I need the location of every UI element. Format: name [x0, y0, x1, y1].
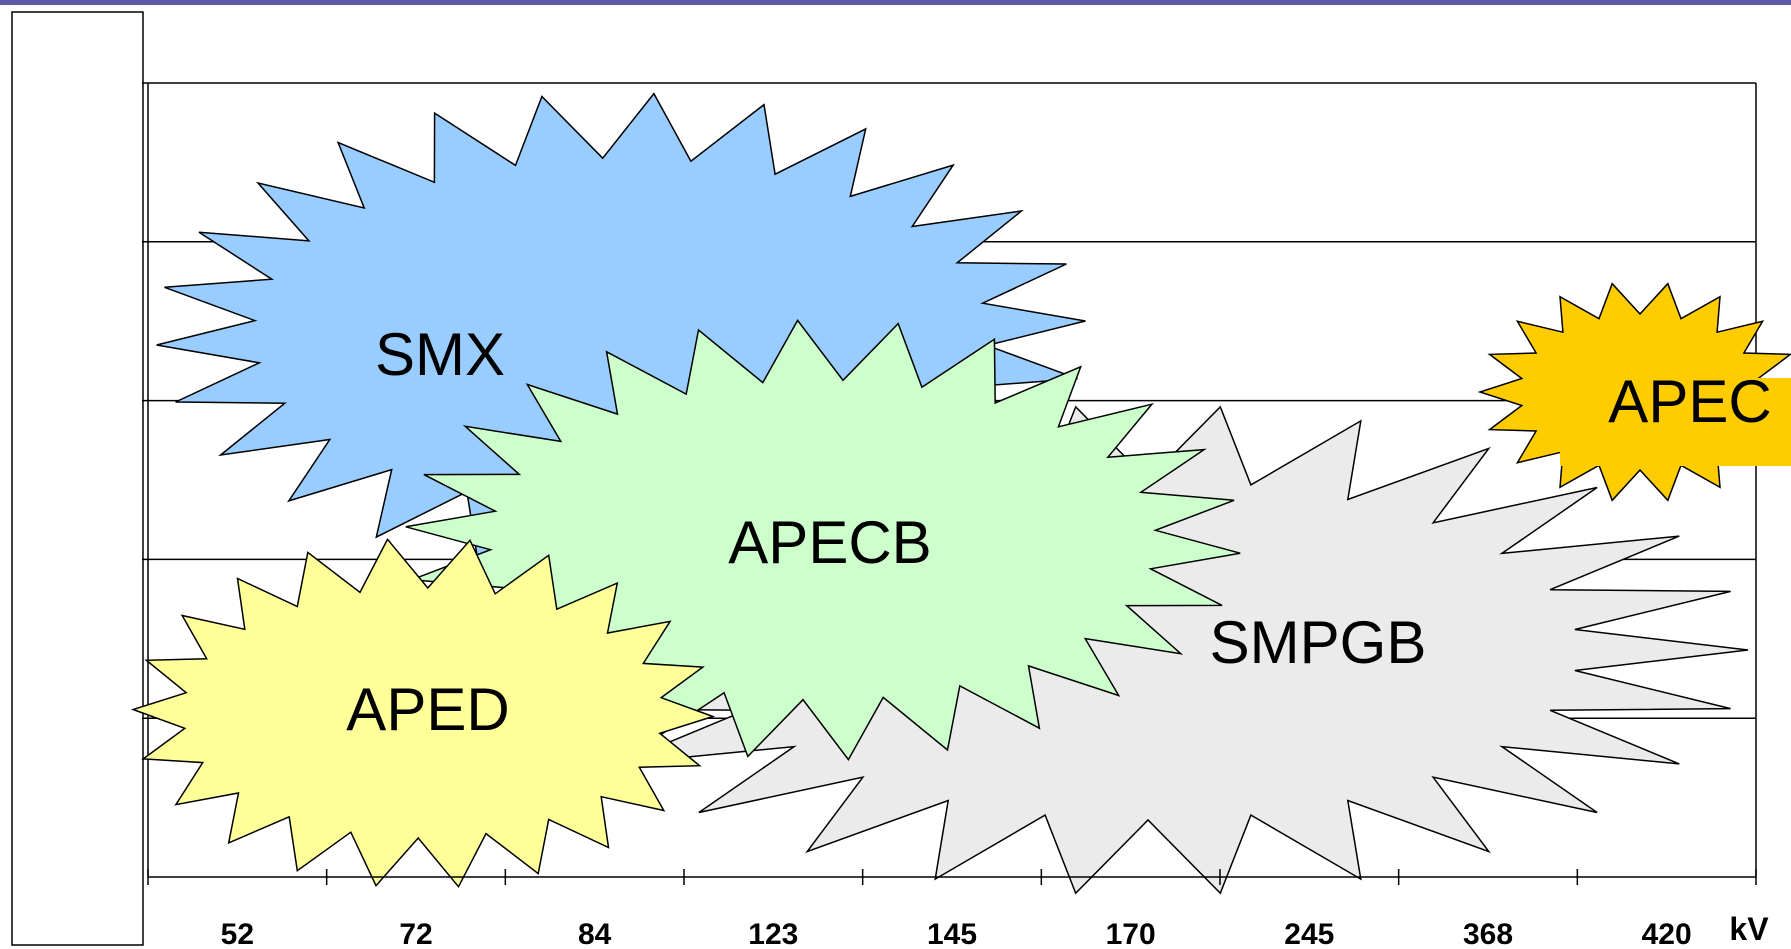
x-tick-label: 123 — [748, 918, 798, 949]
x-tick-label: 420 — [1642, 918, 1692, 949]
label-apecb: APECB — [728, 509, 931, 576]
burst-aped — [130, 537, 716, 889]
label-aped: APED — [346, 676, 509, 743]
x-tick-label: 72 — [399, 918, 432, 949]
x-tick-label: 145 — [927, 918, 977, 949]
x-tick-label: 84 — [578, 918, 612, 949]
label-apec: APEC — [1608, 368, 1771, 435]
burst-labels: SMX SMPGB APECB APED APEC — [346, 321, 1771, 743]
bursts — [130, 92, 1791, 895]
x-tick-label: 52 — [221, 918, 254, 949]
side-box — [11, 11, 144, 946]
x-tick-label: 368 — [1463, 918, 1513, 949]
x-axis: 52 72 84 123 145 170 245 368 420 kV — [147, 869, 1769, 949]
burst-apec-label-bg — [1560, 378, 1791, 466]
label-smx: SMX — [375, 321, 505, 388]
x-tick-label: 170 — [1106, 918, 1156, 949]
x-tick-label: 245 — [1284, 918, 1334, 949]
x-axis-unit: kV — [1729, 911, 1769, 947]
label-smpgb: SMPGB — [1210, 609, 1427, 676]
top-rule — [0, 0, 1791, 5]
